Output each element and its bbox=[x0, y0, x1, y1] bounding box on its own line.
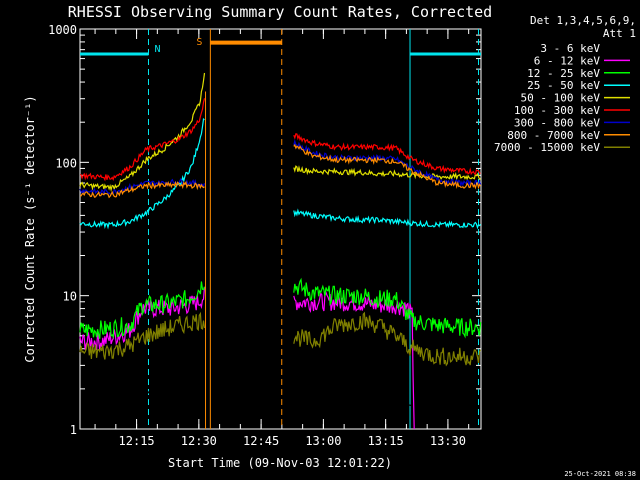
legend-entry-label: 12 - 25 keV bbox=[527, 67, 600, 80]
series-line-5-segment-2 bbox=[293, 165, 481, 181]
y-axis-label: Corrected Count Rate (s⁻¹ detector⁻¹) bbox=[23, 95, 37, 362]
x-tick-label: 13:30 bbox=[430, 434, 466, 448]
legend-entry-label: 25 - 50 keV bbox=[527, 79, 600, 92]
x-tick-label: 12:45 bbox=[243, 434, 279, 448]
legend-entry-label: 100 - 300 keV bbox=[514, 104, 600, 117]
x-tick-label: 12:30 bbox=[181, 434, 217, 448]
series-line-5-segment-1 bbox=[79, 72, 206, 193]
legend-entry-label: 800 - 7000 keV bbox=[507, 129, 600, 142]
y-tick-label: 10 bbox=[63, 290, 77, 304]
plot-frame bbox=[79, 28, 482, 430]
series-line-8-segment-1 bbox=[79, 180, 205, 199]
series-line-6-segment-1 bbox=[79, 98, 206, 182]
series-line-8-segment-2 bbox=[293, 143, 482, 190]
series-lines bbox=[79, 72, 482, 430]
legend-entry-label: 6 - 12 keV bbox=[534, 54, 601, 67]
axis-ticks: 1 10 100 1000 12:15 12:30 12:45 13:00 13:15 13:30 bbox=[48, 23, 481, 448]
legend-entry-label: 3 - 6 keV bbox=[540, 42, 600, 55]
y-tick-label: 1 bbox=[70, 423, 77, 437]
timestamp: 25-Oct-2021 08:38 bbox=[564, 470, 636, 478]
legend-entry-label: 7000 - 15000 keV bbox=[494, 141, 600, 154]
saa-label: S bbox=[196, 37, 202, 48]
series-line-9-segment-2 bbox=[293, 311, 482, 367]
series-line-1-segment-2 bbox=[293, 394, 414, 427]
series-line-4-segment-1 bbox=[79, 117, 205, 230]
series-line-9-segment-1 bbox=[79, 311, 206, 360]
legend-header-line-1: Det 1,3,4,5,6,9, bbox=[530, 14, 636, 27]
y-tick-label: 1000 bbox=[48, 23, 77, 37]
legend-header-line-2: Att 1 bbox=[603, 27, 636, 40]
x-tick-label: 12:15 bbox=[119, 434, 155, 448]
series-line-6-segment-2 bbox=[293, 133, 481, 176]
night-label: N bbox=[154, 44, 160, 55]
y-tick-label: 100 bbox=[55, 156, 77, 170]
x-tick-label: 13:15 bbox=[368, 434, 404, 448]
chart-title: RHESSI Observing Summary Count Rates, Co… bbox=[68, 3, 492, 21]
legend-entry-label: 300 - 800 keV bbox=[514, 116, 600, 129]
series-line-4-segment-2 bbox=[293, 208, 482, 230]
series-line-3-segment-1 bbox=[79, 281, 206, 340]
series-line-2-segment-2 bbox=[293, 290, 415, 430]
series-line-1-segment-1 bbox=[131, 354, 205, 407]
series-line-3-segment-2 bbox=[293, 277, 482, 339]
legend-entry-label: 50 - 100 keV bbox=[521, 92, 601, 105]
x-axis-label: Start Time (09-Nov-03 12:01:22) bbox=[168, 456, 392, 470]
x-tick-label: 13:00 bbox=[305, 434, 341, 448]
